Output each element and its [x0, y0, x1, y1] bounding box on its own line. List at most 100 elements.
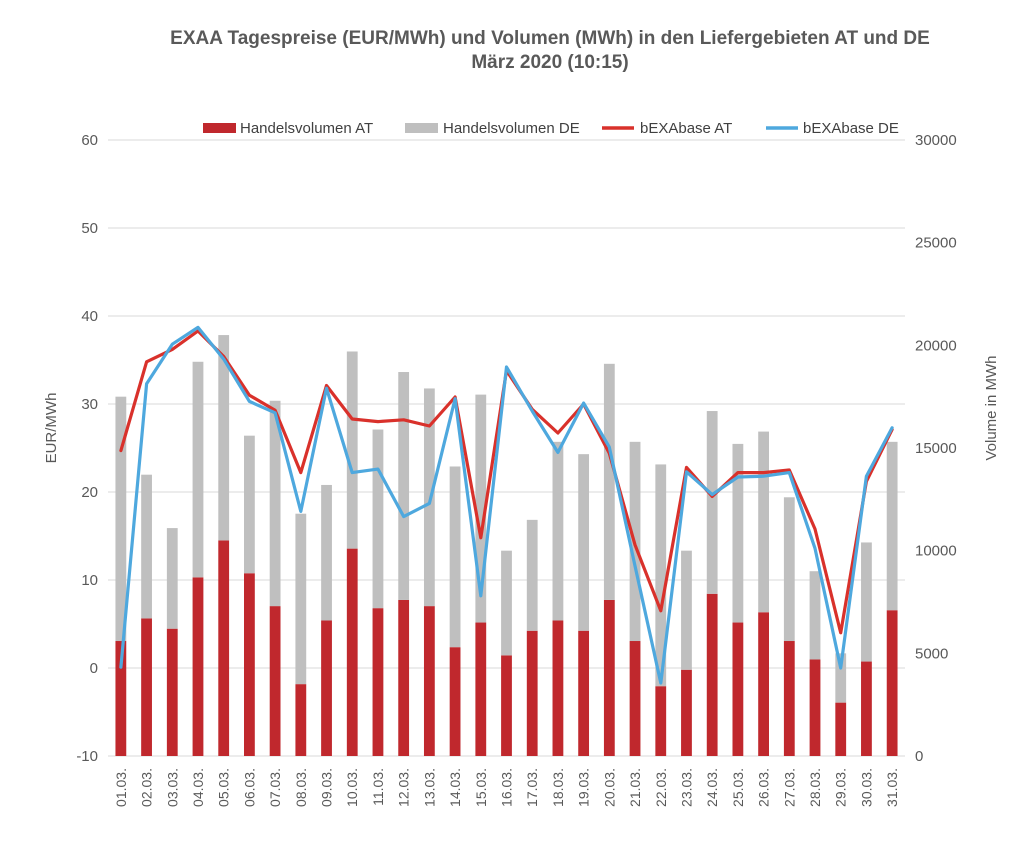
x-tick-label: 23.03.: [678, 768, 694, 807]
bar-at-23: [681, 669, 692, 756]
y-tick-left: 30: [81, 396, 98, 413]
x-tick-label: 05.03.: [216, 768, 232, 807]
bar-at-8: [295, 684, 307, 756]
x-tick-label: 13.03.: [421, 768, 437, 807]
bar-de-6: [244, 435, 255, 574]
chart-title: EXAA Tagespreise (EUR/MWh) und Volumen (…: [170, 28, 930, 49]
bar-at-4: [192, 577, 204, 756]
bar-at-3: [166, 628, 178, 756]
bar-at-15: [475, 622, 487, 756]
x-tick-label: 14.03.: [447, 768, 463, 807]
bar-de-11: [372, 429, 384, 609]
bar-at-28: [809, 659, 821, 756]
bar-at-14: [449, 647, 461, 756]
bar-at-13: [423, 606, 435, 756]
bar-de-23: [681, 550, 692, 670]
bar-de-28: [809, 571, 821, 660]
chart-subtitle: März 2020 (10:15): [471, 52, 629, 73]
legend-swatch-2: [405, 123, 438, 133]
bar-de-2: [141, 474, 152, 619]
x-tick-label: 09.03.: [319, 768, 335, 807]
bar-de-8: [295, 513, 307, 685]
bar-de-18: [552, 441, 564, 621]
y-tick-left: 20: [81, 484, 98, 501]
legend-label-2: Handelsvolumen DE: [443, 120, 580, 137]
y-tick-left: 0: [90, 660, 98, 677]
bar-de-15: [475, 394, 487, 623]
bar-at-12: [398, 599, 410, 756]
legend-swatch-1: [203, 123, 236, 133]
x-tick-label: 29.03.: [833, 768, 849, 807]
y-tick-left: 10: [81, 572, 98, 589]
x-tick-label: 30.03.: [858, 768, 874, 807]
bar-de-3: [166, 528, 178, 629]
bar-at-19: [578, 630, 590, 756]
bar-at-5: [218, 540, 230, 756]
x-tick-label: 24.03.: [704, 768, 720, 807]
bar-at-17: [526, 630, 538, 756]
x-tick-label: 18.03.: [550, 768, 566, 807]
x-tick-label: 10.03.: [344, 768, 360, 807]
bar-at-22: [655, 686, 667, 756]
bar-de-26: [758, 431, 769, 613]
bar-de-24: [706, 411, 718, 594]
bar-at-10: [346, 548, 358, 756]
bar-at-27: [783, 641, 795, 756]
bar-de-17: [526, 519, 538, 631]
y-tick-right: 25000: [915, 235, 957, 252]
x-tick-label: 31.03.: [884, 768, 900, 807]
bar-at-24: [706, 593, 718, 756]
bar-de-30: [861, 542, 872, 662]
x-tick-label: 22.03.: [653, 768, 669, 807]
y-tick-right: 20000: [915, 337, 957, 354]
x-tick-label: 01.03.: [113, 768, 129, 807]
bar-de-19: [578, 454, 590, 631]
bar-de-12: [398, 372, 410, 600]
legend-label-3: bEXAbase AT: [640, 120, 732, 137]
bar-at-26: [758, 612, 769, 756]
x-tick-label: 08.03.: [293, 768, 309, 807]
bar-at-18: [552, 620, 564, 756]
x-tick-label: 03.03.: [164, 768, 180, 807]
legend-label-1: Handelsvolumen AT: [240, 120, 373, 137]
bar-de-27: [783, 497, 795, 642]
bar-at-25: [732, 622, 744, 756]
x-tick-label: 21.03.: [627, 768, 643, 807]
y-tick-right: 10000: [915, 543, 957, 560]
y-tick-left: 60: [81, 132, 98, 149]
y-tick-left: 50: [81, 220, 98, 237]
bar-at-1: [115, 641, 127, 756]
x-tick-label: 12.03.: [396, 768, 412, 807]
bar-de-31: [886, 441, 898, 611]
bar-de-9: [321, 484, 332, 621]
y-tick-left: 40: [81, 308, 98, 325]
x-tick-label: 02.03.: [139, 768, 155, 807]
y-tick-right: 30000: [915, 132, 957, 149]
bar-de-25: [732, 443, 744, 623]
x-tick-label: 06.03.: [241, 768, 257, 807]
bar-de-14: [449, 466, 461, 648]
y-tick-right: 15000: [915, 440, 957, 457]
bar-at-31: [886, 610, 898, 756]
y-tick-left: -10: [76, 748, 98, 765]
bar-at-6: [244, 573, 255, 756]
bar-at-20: [603, 599, 615, 756]
x-tick-label: 28.03.: [807, 768, 823, 807]
line-bexabase-de: [119, 325, 894, 685]
bar-de-4: [192, 361, 204, 578]
y-axis-label-right: Volume in MWh: [983, 355, 1000, 460]
x-tick-label: 17.03.: [524, 768, 540, 807]
x-tick-label: 27.03.: [781, 768, 797, 807]
y-tick-right: 5000: [915, 645, 948, 662]
x-tick-label: 11.03.: [370, 768, 386, 806]
bar-de-5: [218, 335, 230, 541]
x-tick-label: 19.03.: [576, 768, 592, 807]
bar-at-11: [372, 608, 384, 756]
bar-at-16: [501, 655, 512, 756]
bar-de-22: [655, 464, 667, 687]
bar-de-20: [603, 363, 615, 600]
bar-at-2: [141, 618, 152, 756]
bar-de-7: [269, 400, 281, 607]
